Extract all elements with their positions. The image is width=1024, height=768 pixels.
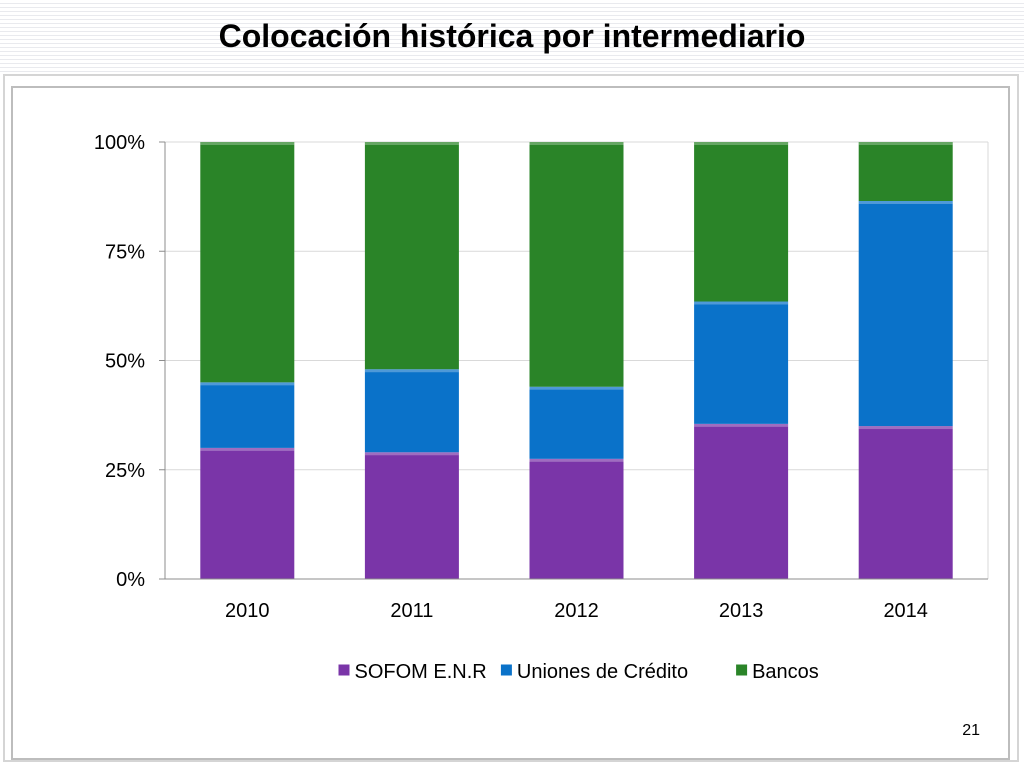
- bar-segment: [694, 423, 789, 579]
- bar-segment: [694, 142, 789, 302]
- bar-segment: [364, 369, 459, 453]
- bar-segment-highlight: [529, 142, 624, 145]
- bar-segment-highlight: [364, 369, 459, 373]
- bar-segment: [529, 386, 624, 459]
- x-tick-label: 2010: [225, 600, 270, 622]
- x-tick-label: 2012: [554, 600, 599, 622]
- bar-segment: [858, 200, 953, 427]
- bar-segment-highlight: [694, 301, 789, 305]
- bar-segment-highlight: [200, 142, 295, 145]
- legend-swatch: [500, 664, 512, 676]
- bar-segment-highlight: [200, 447, 295, 451]
- bar-segment-highlight: [364, 452, 459, 456]
- legend-label: SOFOM E.N.R: [355, 661, 487, 683]
- bar-segment-highlight: [858, 200, 953, 204]
- bar-segment-highlight: [858, 426, 953, 430]
- bar-segment: [694, 301, 789, 424]
- x-tick-label: 2011: [390, 600, 433, 622]
- bar-segment: [200, 447, 295, 579]
- y-tick-label: 50%: [105, 351, 145, 373]
- bar-segment: [200, 382, 295, 448]
- chart-frame-inner: [11, 86, 1010, 760]
- legend-label: Uniones de Crédito: [517, 661, 688, 683]
- bar-segment: [529, 458, 624, 579]
- bar-segment-highlight: [694, 423, 789, 427]
- y-tick-label: 100%: [94, 132, 145, 154]
- legend-swatch: [338, 664, 350, 676]
- bar-segment: [200, 142, 295, 383]
- bar-segment-highlight: [200, 382, 295, 386]
- bars-layer: [200, 142, 953, 579]
- bar-segment: [364, 452, 459, 579]
- x-tick-label: 2014: [883, 600, 928, 622]
- bar-segment-highlight: [694, 142, 789, 145]
- bar-segment: [529, 142, 624, 387]
- y-tick-label: 25%: [105, 460, 145, 482]
- page-number: 21: [962, 722, 980, 739]
- bar-segment: [364, 142, 459, 370]
- bar-segment-highlight: [858, 142, 953, 145]
- slide-title: Colocación histórica por intermediario: [218, 18, 806, 54]
- bar-segment: [858, 142, 953, 201]
- y-tick-label: 0%: [116, 569, 145, 591]
- y-tick-label: 75%: [105, 241, 145, 263]
- legend-swatch: [736, 664, 748, 676]
- bar-segment-highlight: [364, 142, 459, 145]
- header-stripes: [0, 0, 1024, 72]
- legend: SOFOM E.N.R Uniones de Crédito Bancos: [338, 661, 819, 683]
- bar-segment: [858, 426, 953, 579]
- axis-layer: 0% 25% 50% 75% 100% 2010 2011 2012 2013 2014: [94, 132, 988, 622]
- legend-label: Bancos: [752, 661, 819, 683]
- bar-segment-highlight: [529, 458, 624, 462]
- bar-segment-highlight: [529, 386, 624, 390]
- x-tick-label: 2013: [719, 600, 764, 622]
